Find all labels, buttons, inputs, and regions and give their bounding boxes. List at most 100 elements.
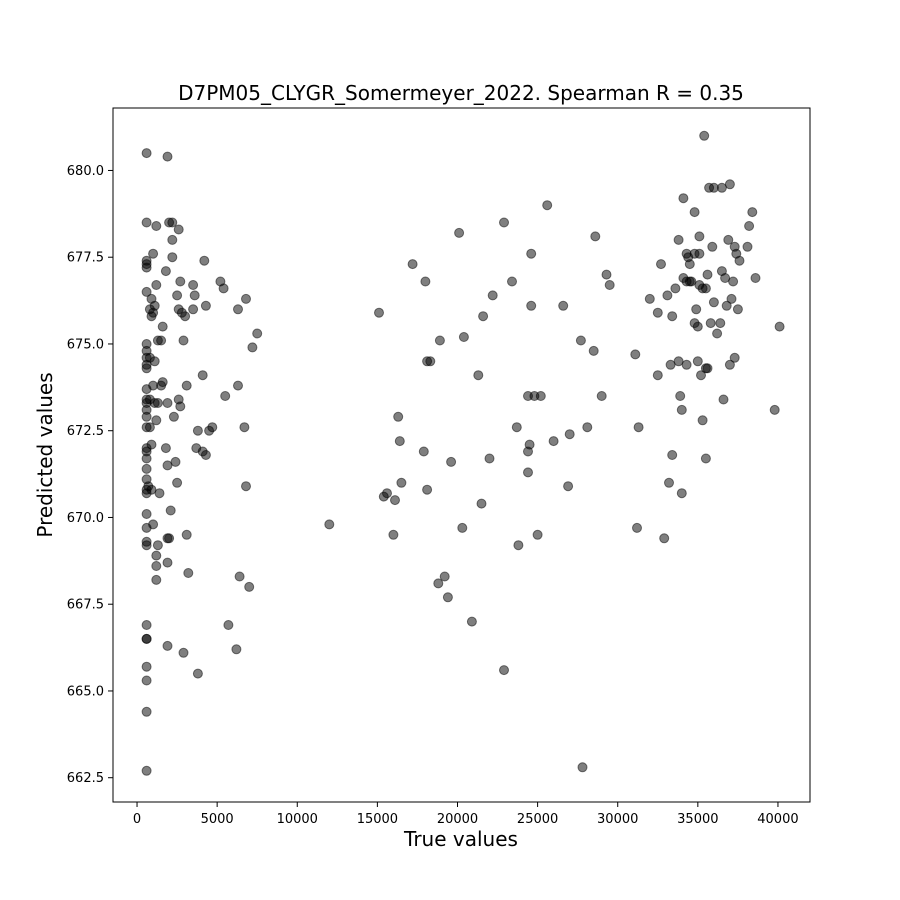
data-point (742, 241, 753, 252)
x-axis-ticks: 0 5000 10000 15000 20000 25000 30000 35000 40000 (133, 802, 799, 827)
data-point (724, 359, 735, 370)
data-point (148, 519, 159, 530)
data-point (702, 363, 713, 374)
data-point (152, 398, 163, 408)
data-point (420, 276, 431, 287)
x-tick-label: 0 (133, 812, 141, 827)
data-point (162, 533, 173, 544)
data-point (244, 581, 255, 592)
data-point (524, 439, 535, 450)
data-point (588, 345, 599, 356)
data-point (487, 290, 498, 301)
data-point (218, 283, 229, 294)
data-point (708, 297, 719, 308)
data-point (178, 335, 189, 346)
data-point (141, 620, 152, 630)
data-point (582, 422, 593, 433)
data-point (526, 248, 537, 259)
data-point (681, 359, 692, 370)
data-point (199, 255, 210, 266)
data-point (141, 463, 152, 474)
chart-title: D7PM05_CLYGR_Somermeyer_2022. Spearman R… (178, 81, 744, 105)
data-point (160, 266, 171, 277)
data-point (604, 280, 615, 290)
data-point (433, 578, 444, 589)
data-point (644, 293, 655, 304)
data-point (151, 280, 162, 290)
data-point (689, 207, 700, 218)
data-point (457, 522, 468, 533)
data-point (691, 304, 702, 315)
plot-frame (112, 107, 811, 803)
data-point (178, 647, 189, 658)
data-point (601, 269, 612, 280)
data-point (192, 425, 203, 436)
data-point (151, 221, 162, 231)
data-point (141, 706, 152, 717)
data-point (165, 505, 176, 516)
data-point (231, 644, 242, 655)
x-tick-label: 10000 (277, 812, 318, 827)
data-point (422, 484, 433, 495)
data-point (700, 453, 711, 464)
data-point (769, 404, 780, 415)
data-point (181, 529, 192, 540)
data-point (750, 273, 761, 283)
data-point (183, 568, 194, 578)
data-point (241, 293, 251, 304)
data-point (659, 533, 670, 544)
data-point (664, 477, 674, 488)
data-point (692, 321, 703, 332)
data-point (458, 332, 469, 342)
data-point (673, 234, 684, 245)
data-point (670, 283, 681, 294)
data-point (141, 453, 152, 464)
data-point (656, 259, 666, 270)
data-point (188, 304, 199, 315)
data-point (466, 616, 477, 627)
data-point (160, 443, 171, 454)
y-tick-label: 670.0 (67, 511, 104, 526)
data-point (189, 290, 200, 301)
data-point (446, 456, 457, 467)
data-point (241, 481, 251, 492)
data-point (233, 380, 243, 391)
data-point (157, 377, 168, 388)
data-point (141, 411, 152, 422)
data-point (632, 522, 642, 533)
y-tick-label: 672.5 (67, 424, 104, 439)
data-point (676, 404, 687, 415)
data-point (151, 561, 162, 571)
data-point (141, 675, 152, 686)
data-point (247, 342, 258, 353)
data-point (167, 234, 178, 245)
data-point (141, 765, 152, 776)
y-axis-label: Predicted values (33, 372, 57, 537)
data-point (676, 488, 687, 499)
data-point (747, 207, 758, 218)
data-point (667, 450, 678, 460)
data-point (180, 311, 191, 322)
data-point (726, 293, 737, 304)
data-point (694, 231, 705, 242)
y-tick-label: 667.5 (67, 598, 104, 613)
data-point (577, 762, 588, 773)
data-point (393, 411, 404, 422)
data-point (715, 318, 726, 329)
data-point (148, 248, 159, 259)
data-point (564, 429, 575, 440)
x-tick-label: 25000 (517, 812, 558, 827)
data-point (705, 318, 716, 329)
data-point (532, 529, 543, 540)
data-point (478, 311, 489, 322)
data-point (575, 335, 586, 346)
data-point (633, 422, 644, 433)
data-point (732, 304, 743, 315)
data-point (476, 498, 487, 509)
data-point (167, 217, 178, 228)
data-point (548, 436, 559, 447)
data-point (162, 557, 173, 568)
data-point (192, 668, 203, 679)
